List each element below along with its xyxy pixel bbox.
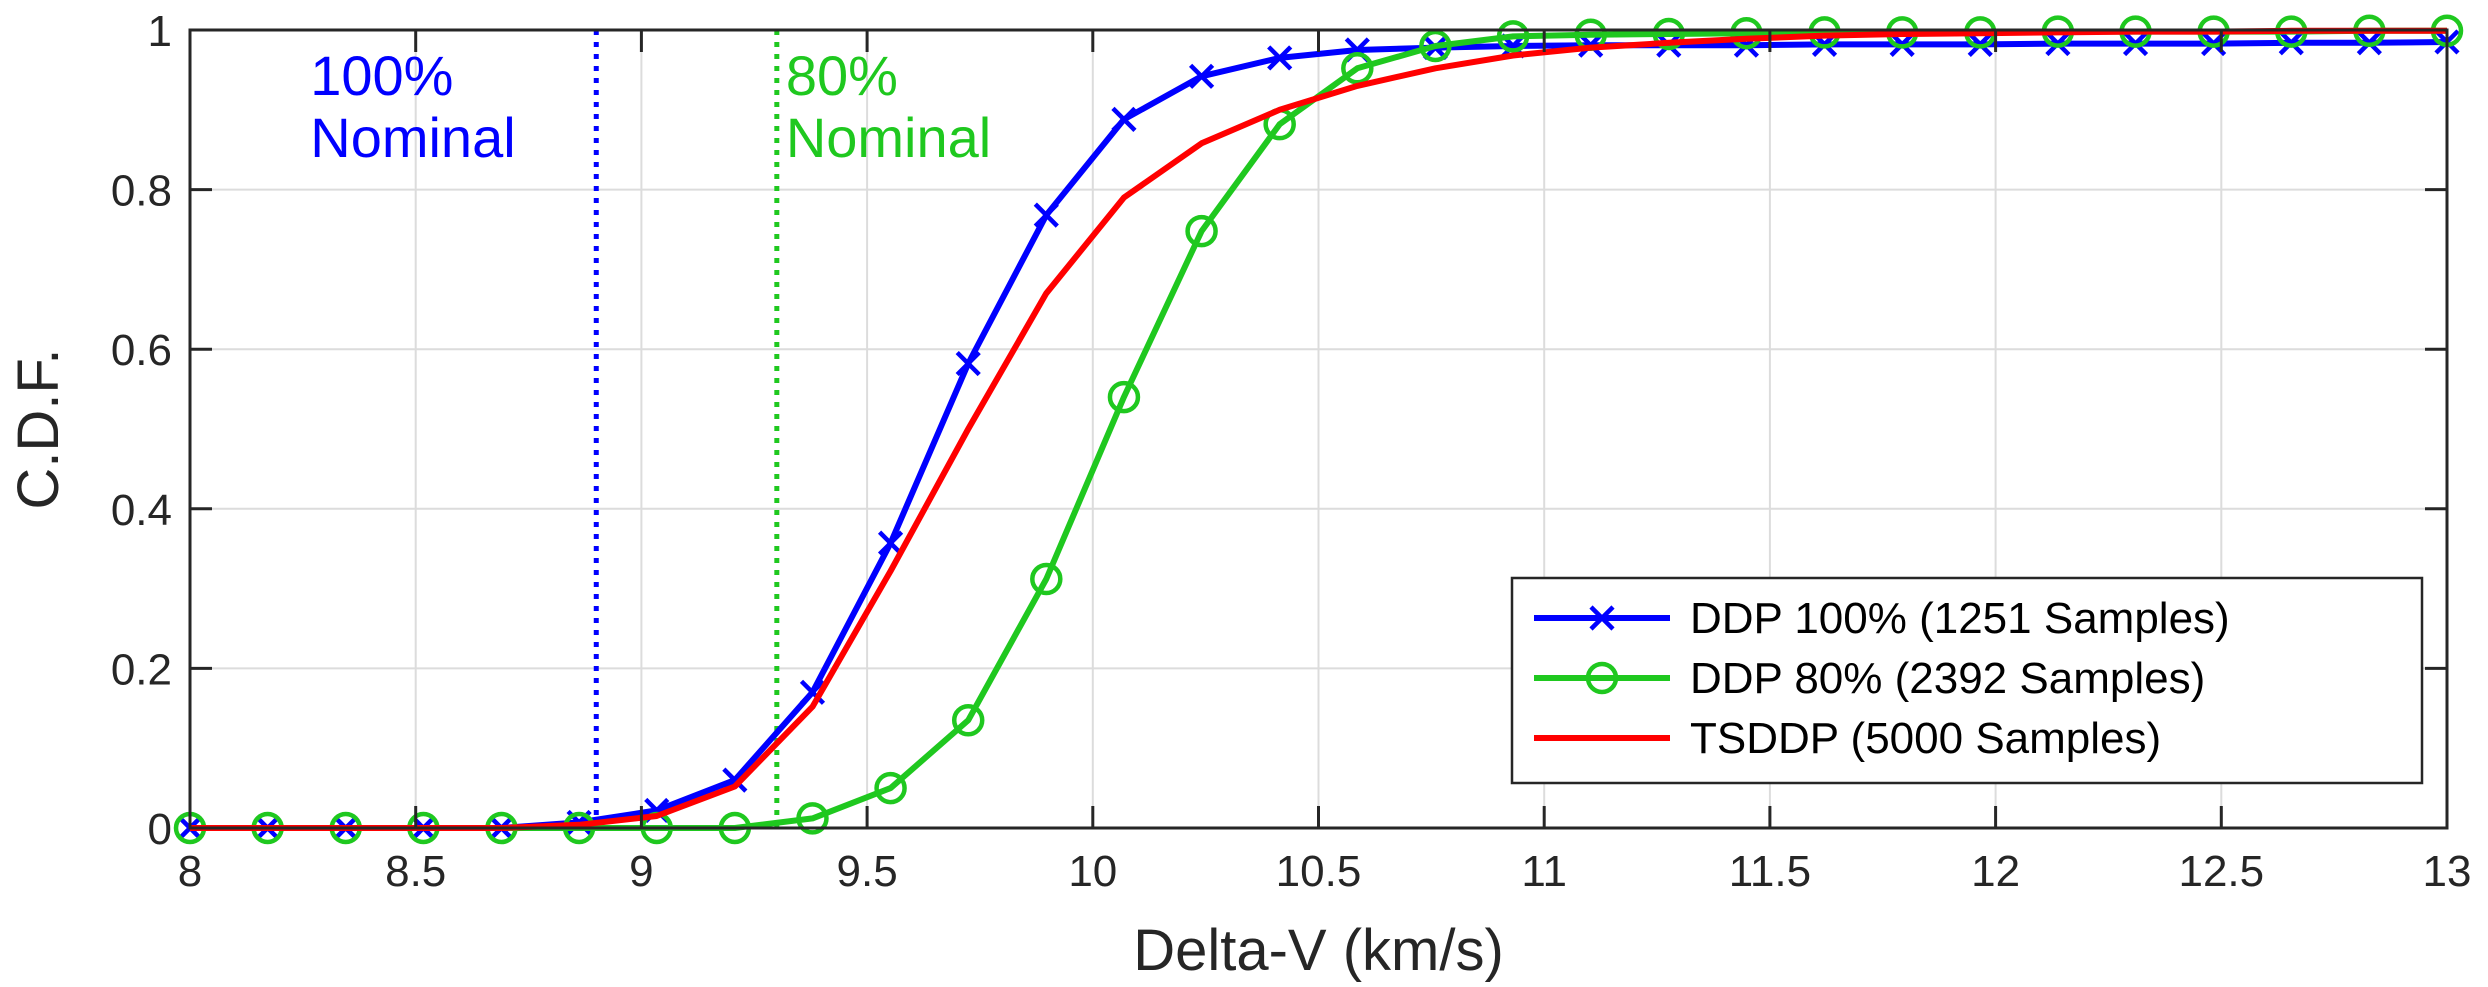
marker-stroke: [877, 530, 904, 556]
data-point-x-marker: [2278, 30, 2304, 56]
y-tick-label: 0.2: [111, 645, 172, 694]
x-tick-label: 11: [1521, 847, 1567, 896]
data-point-circle-marker: [1496, 20, 1530, 53]
marker-stroke: [1589, 605, 1615, 631]
data-point-circle-marker: [874, 771, 907, 805]
series-2: [190, 27, 2447, 831]
data-point-circle-marker: [796, 802, 829, 835]
data-point-circle-marker: [1341, 52, 1374, 85]
marker-stroke: [1267, 45, 1293, 71]
series-line: [190, 27, 2447, 831]
legend-label-ddp-80: DDP 80% (2392 Samples): [1690, 654, 2205, 703]
axis-ticks: 8 8.5 9 9.5 10 10.5 11 11.5 12 12.5 13 0 0.2 0.4 0.6 0.…: [111, 7, 2472, 896]
y-tick-label: 0.4: [111, 486, 172, 535]
data-point-circle-marker: [1585, 661, 1619, 695]
legend-label-ddp-100: DDP 100% (1251 Samples): [1690, 594, 2230, 643]
reference-lines: [593, 30, 780, 828]
y-tick-label: 0.8: [111, 167, 172, 216]
data-point-x-marker: [1111, 106, 1137, 132]
annotation-100-percent: 100%: [310, 44, 453, 107]
data-point-x-marker: [1033, 202, 1059, 228]
data-point-x-marker: [955, 350, 981, 377]
marker-stroke: [799, 679, 826, 705]
legend-label-tsddp: TSDDP (5000 Samples): [1690, 714, 2161, 763]
marker-stroke: [1033, 202, 1059, 228]
x-tick-label: 10: [1068, 847, 1117, 896]
x-tick-label: 12: [1971, 847, 2020, 896]
x-tick-label: 8.5: [385, 847, 446, 896]
x-tick-label: 13: [2423, 847, 2472, 896]
marker-stroke: [1111, 106, 1137, 132]
y-axis-label: C.D.F.: [6, 348, 71, 509]
x-tick-label: 12.5: [2178, 847, 2264, 896]
x-tick-label: 10.5: [1276, 847, 1362, 896]
data-point-circle-marker: [1030, 562, 1063, 596]
x-tick-label: 9.5: [837, 847, 898, 896]
x-axis-label: Delta-V (km/s): [1133, 918, 1504, 983]
data-point-circle-marker: [951, 704, 985, 737]
x-tick-label: 11.5: [1729, 847, 1811, 896]
annotation-80-nominal: Nominal: [786, 106, 991, 169]
data-point-circle-marker: [1185, 214, 1218, 248]
data-point-circle-marker: [1730, 16, 1763, 50]
data-point-x-marker: [1267, 45, 1293, 71]
annotations: 100% Nominal 80% Nominal: [310, 44, 991, 169]
y-tick-label: 0.6: [111, 326, 172, 375]
data-point-x-marker: [1589, 605, 1615, 631]
x-tick-label: 9: [629, 847, 653, 896]
legend: DDP 100% (1251 Samples) DDP 80% (2392 Sa…: [1510, 576, 2424, 785]
legend-samples: [1534, 605, 1670, 741]
x-tick-label: 8: [178, 847, 202, 896]
data-point-circle-marker: [1107, 380, 1141, 414]
data-point-x-marker: [1188, 63, 1215, 89]
marker-stroke: [1188, 63, 1215, 89]
data-point-x-marker: [877, 530, 904, 556]
y-tick-label: 1: [148, 7, 172, 56]
annotation-80-percent: 80%: [786, 44, 898, 107]
marker-stroke: [955, 350, 981, 377]
marker-stroke: [2278, 30, 2304, 56]
data-point-circle-marker: [1419, 29, 1452, 63]
y-tick-label: 0: [148, 805, 172, 854]
data-point-circle-marker: [1652, 17, 1686, 51]
annotation-100-nominal: Nominal: [310, 106, 515, 169]
